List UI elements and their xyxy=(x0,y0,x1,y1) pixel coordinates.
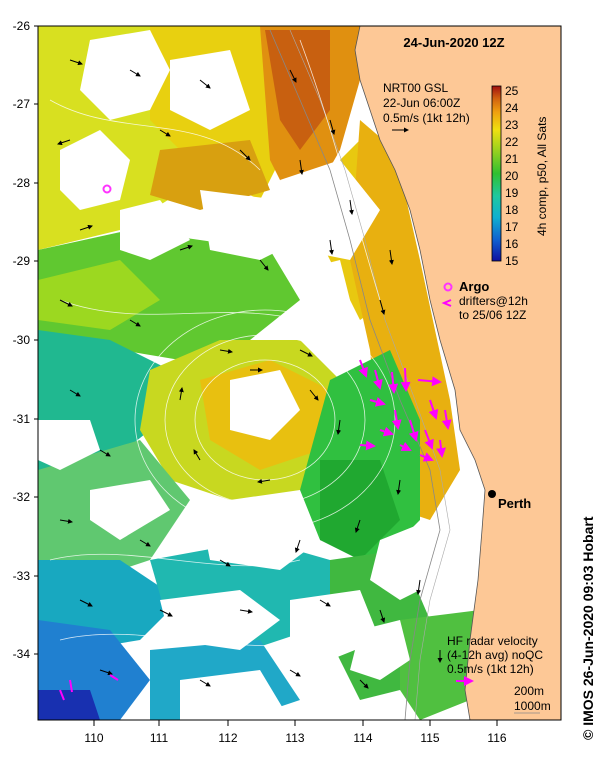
svg-text:19: 19 xyxy=(505,186,519,200)
svg-text:22-Jun 06:00Z: 22-Jun 06:00Z xyxy=(383,96,460,110)
lon-tick: 114 xyxy=(353,731,372,745)
hf-radar-vectors xyxy=(358,359,452,462)
drifters-legend-line2: to 25/06 12Z xyxy=(459,308,526,322)
lon-tick: 116 xyxy=(487,731,506,745)
svg-text:0.5m/s (1kt 12h): 0.5m/s (1kt 12h) xyxy=(383,111,470,125)
colorbar xyxy=(491,85,502,262)
colorbar-ticks: 25 24 23 22 21 20 19 18 17 16 15 xyxy=(505,84,519,268)
gsl-note: NRT00 GSL 22-Jun 06:00Z 0.5m/s (1kt 12h) xyxy=(383,81,470,125)
lat-tick: -29 xyxy=(13,254,31,268)
lat-tick: -30 xyxy=(13,333,31,347)
lat-tick: -27 xyxy=(13,97,31,111)
drifters-legend-line1: drifters@12h xyxy=(459,294,528,308)
argo-legend-icon xyxy=(443,282,453,292)
argo-legend-label: Argo xyxy=(459,279,489,294)
perth-marker xyxy=(488,490,496,498)
lat-tick-labels: -26 -27 -28 -29 -30 -31 -32 -33 -34 xyxy=(13,19,31,661)
svg-text:21: 21 xyxy=(505,152,519,166)
lon-tick: 113 xyxy=(285,731,304,745)
svg-text:(4-12h avg) noQC: (4-12h avg) noQC xyxy=(447,648,543,662)
land-wa xyxy=(354,26,561,720)
depth-1000-label: 1000m xyxy=(514,699,551,713)
svg-text:0.5m/s (1kt 12h): 0.5m/s (1kt 12h) xyxy=(447,662,534,676)
depth-200-label: 200m xyxy=(514,684,544,698)
svg-text:16: 16 xyxy=(505,237,519,251)
svg-text:20: 20 xyxy=(505,169,519,183)
lon-tick: 111 xyxy=(150,731,169,745)
colorbar-label: 4h comp, p50, All Sats xyxy=(535,117,549,236)
svg-text:NRT00 GSL: NRT00 GSL xyxy=(383,81,448,95)
lat-tick: -31 xyxy=(13,412,31,426)
svg-text:22: 22 xyxy=(505,135,519,149)
drifter-legend-icon xyxy=(441,299,452,307)
plot-frame xyxy=(37,25,562,721)
lon-tick: 110 xyxy=(84,731,103,745)
lat-tick: -32 xyxy=(13,490,31,504)
svg-text:24: 24 xyxy=(505,101,519,115)
svg-text:17: 17 xyxy=(505,220,519,234)
credit-text: © IMOS 26-Jun-2020 09:03 Hobart xyxy=(580,516,596,740)
svg-text:15: 15 xyxy=(505,254,519,268)
perth-label: Perth xyxy=(498,496,531,511)
lon-tick-labels: 110 111 112 113 114 115 116 xyxy=(84,731,506,745)
lat-tick: -26 xyxy=(13,19,31,33)
svg-text:25: 25 xyxy=(505,84,519,98)
lat-tick: -33 xyxy=(13,569,31,583)
lon-tick: 112 xyxy=(218,731,237,745)
argo-float-marker xyxy=(102,184,112,194)
lon-tick: 115 xyxy=(420,731,439,745)
sst-field xyxy=(38,26,561,720)
svg-text:HF radar velocity: HF radar velocity xyxy=(447,634,538,648)
svg-text:23: 23 xyxy=(505,118,519,132)
lat-tick: -34 xyxy=(13,647,31,661)
lat-tick: -28 xyxy=(13,176,31,190)
hf-legend: HF radar velocity (4-12h avg) noQC 0.5m/… xyxy=(447,634,543,676)
map-title: 24-Jun-2020 12Z xyxy=(403,35,504,50)
svg-text:18: 18 xyxy=(505,203,519,217)
